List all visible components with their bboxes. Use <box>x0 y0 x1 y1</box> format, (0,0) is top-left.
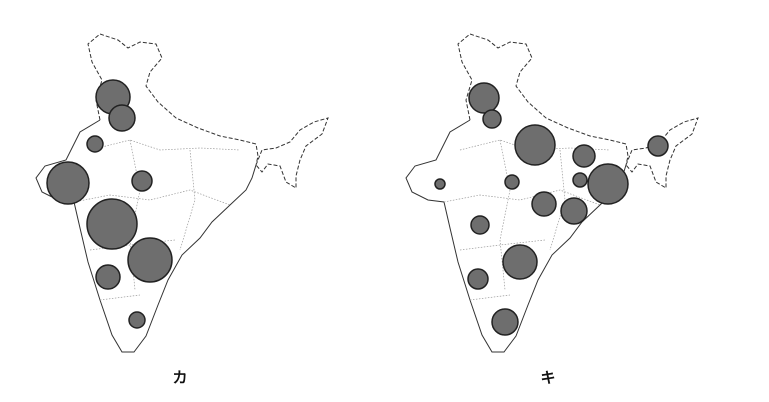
bubble <box>647 135 669 157</box>
bubble <box>128 311 146 329</box>
bubble <box>46 161 90 205</box>
bubble <box>108 104 136 132</box>
bubble <box>504 174 520 190</box>
bubble <box>491 308 519 336</box>
bubble <box>470 215 490 235</box>
bubble <box>502 244 538 280</box>
bubble <box>572 172 588 188</box>
bubble <box>95 264 121 290</box>
bubble <box>514 124 556 166</box>
bubble <box>560 197 588 225</box>
map-label: キ <box>540 369 555 387</box>
bubble <box>587 163 629 205</box>
map-left: カ <box>35 33 329 387</box>
bubble <box>86 135 104 153</box>
bubble <box>572 144 596 168</box>
bubble <box>131 170 153 192</box>
bubble <box>467 268 489 290</box>
bubble <box>531 191 557 217</box>
map-right: キ <box>405 33 699 387</box>
india-outline <box>405 33 699 353</box>
bubble <box>86 198 138 250</box>
bubble <box>127 237 173 283</box>
map-label: カ <box>172 369 187 387</box>
bubble <box>468 82 500 114</box>
bubble <box>482 109 502 129</box>
bubble <box>434 178 446 190</box>
